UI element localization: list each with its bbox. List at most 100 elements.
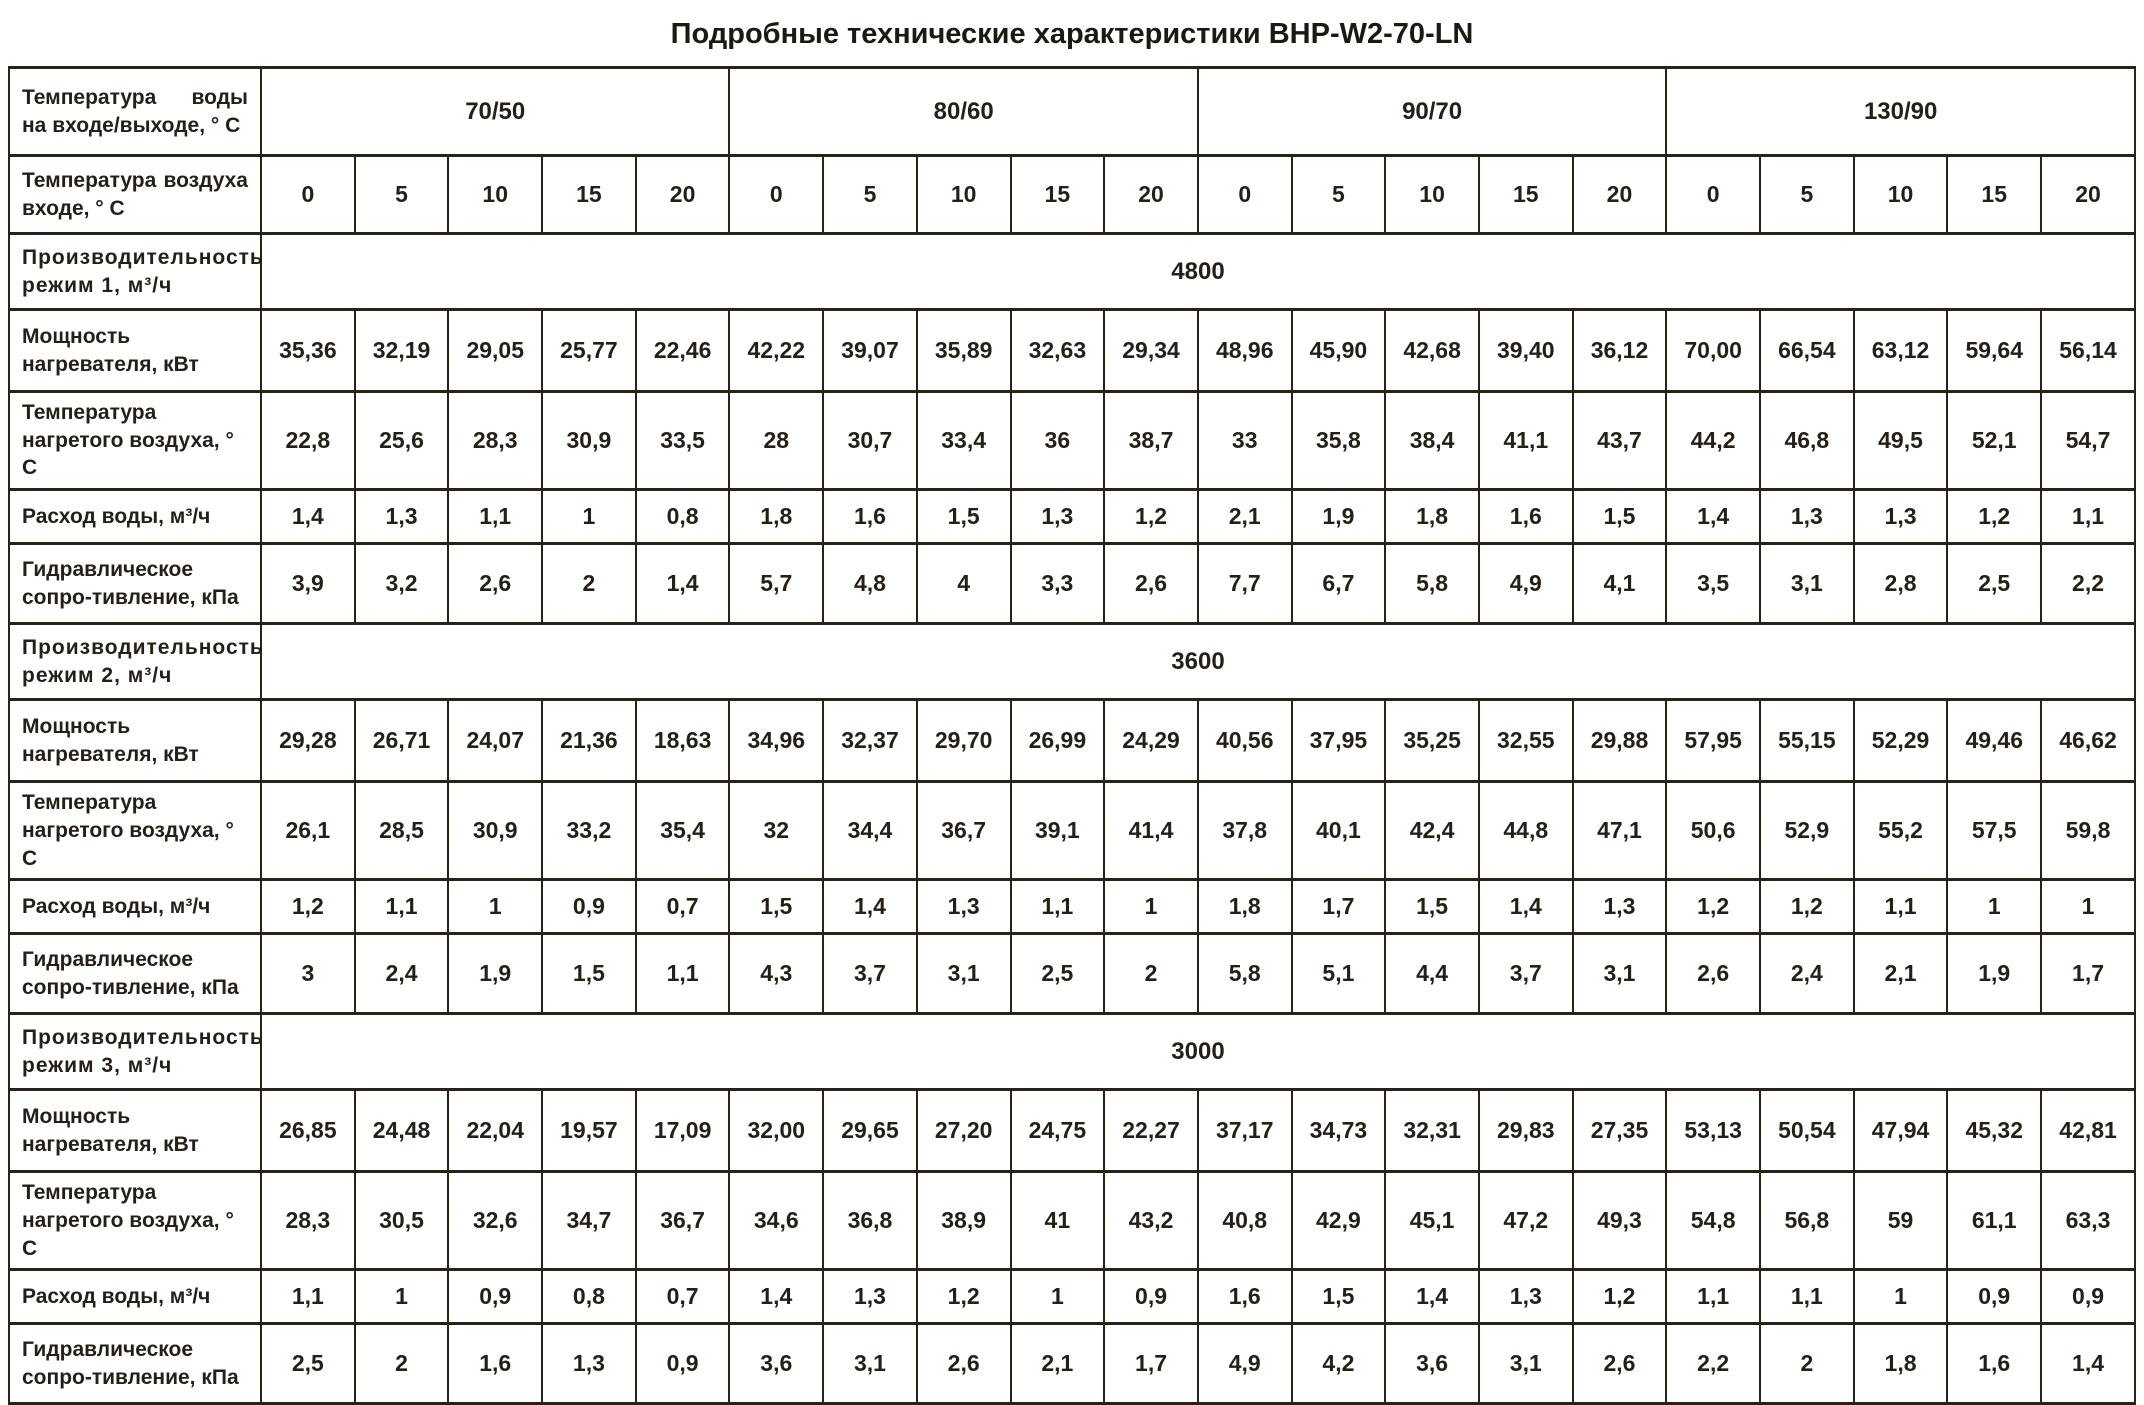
water-temp-group: 70/50 <box>259 66 731 157</box>
hydraulic-resistance-value: 1,6 <box>1946 1322 2043 1405</box>
heated-air-temp-value: 47,2 <box>1477 1170 1574 1272</box>
heated-air-temp-value: 32,6 <box>447 1170 544 1272</box>
heated-air-temp-label: Температура нагретого воздуха, ° С <box>8 1170 262 1272</box>
water-flow-value: 2,1 <box>1196 488 1293 546</box>
heater-power-value: 46,62 <box>2040 698 2136 784</box>
heater-power-value: 42,81 <box>2040 1088 2136 1174</box>
water-flow-value: 1,6 <box>1477 488 1574 546</box>
heated-air-temp-value: 36,8 <box>822 1170 918 1272</box>
heater-power-value: 29,28 <box>260 698 356 784</box>
water-flow-value: 0,8 <box>634 488 731 546</box>
water-flow-value: 1,3 <box>353 488 450 546</box>
water-flow-value: 1,5 <box>1571 488 1668 546</box>
hydraulic-resistance-value: 2,5 <box>1946 542 2043 626</box>
table-row: Расход воды, м³/ч 1,1 1 0,9 0,8 0,7 1,4 1,3 1,2 1… <box>8 1268 2136 1326</box>
heater-power-value: 42,22 <box>728 308 825 393</box>
heater-power-value: 29,65 <box>822 1088 918 1174</box>
heated-air-temp-value: 37,8 <box>1196 780 1293 882</box>
heater-power-value: 24,48 <box>353 1088 450 1174</box>
hydraulic-resistance-value: 7,7 <box>1196 542 1293 626</box>
heated-air-temp-value: 61,1 <box>1946 1170 2043 1272</box>
water-flow-value: 1,2 <box>1571 1268 1668 1326</box>
hydraulic-resistance-value: 2,6 <box>1571 1322 1668 1405</box>
hydraulic-resistance-value: 2,5 <box>1009 932 1106 1016</box>
heated-air-temp-value: 38,7 <box>1103 389 1199 492</box>
heated-air-temp-value: 46,8 <box>1759 389 1855 492</box>
water-flow-value: 1,4 <box>1384 1268 1480 1326</box>
heater-power-value: 32,55 <box>1477 698 1574 784</box>
heated-air-temp-value: 28 <box>728 389 825 492</box>
air-temp-value: 15 <box>1477 154 1574 235</box>
heater-power-value: 42,68 <box>1384 308 1480 393</box>
heater-power-value: 29,05 <box>447 308 544 393</box>
table-row: Гидравлическое сопро-тивление, кПа 2,5 2 1,… <box>8 1322 2136 1405</box>
heated-air-temp-value: 50,6 <box>1665 780 1761 882</box>
water-flow-value: 1,5 <box>915 488 1012 546</box>
heated-air-temp-value: 56,8 <box>1759 1170 1855 1272</box>
heater-power-value: 29,34 <box>1103 308 1199 393</box>
water-flow-value: 1,4 <box>1665 488 1761 546</box>
heater-power-value: 21,36 <box>541 698 637 784</box>
water-flow-value: 1,3 <box>915 878 1012 936</box>
heated-air-temp-value: 49,5 <box>1852 389 1949 492</box>
water-flow-value: 1 <box>1946 878 2043 936</box>
water-temp-group: 80/60 <box>728 66 1199 157</box>
air-temp-value: 5 <box>822 154 918 235</box>
water-flow-value: 1,3 <box>1009 488 1106 546</box>
heated-air-temp-value: 30,7 <box>822 389 918 492</box>
heater-power-value: 26,71 <box>353 698 450 784</box>
water-flow-value: 0,7 <box>634 878 731 936</box>
air-temp-value: 10 <box>915 154 1012 235</box>
hydraulic-resistance-value: 3,7 <box>1477 932 1574 1016</box>
hydraulic-resistance-value: 2 <box>541 542 637 626</box>
table-row: Мощность нагревателя, кВт 29,28 26,71 24,07… <box>8 698 2136 784</box>
capacity-value: 3000 <box>260 1012 2136 1092</box>
heater-power-value: 40,56 <box>1196 698 1293 784</box>
capacity-mode-label: Производительность режим 1, м³/ч <box>8 232 263 311</box>
heater-power-value: 70,00 <box>1665 308 1761 393</box>
heated-air-temp-value: 38,9 <box>915 1170 1012 1272</box>
heated-air-temp-value: 28,5 <box>353 780 450 882</box>
heated-air-temp-value: 33,2 <box>541 780 637 882</box>
hydraulic-resistance-value: 2,2 <box>1665 1322 1761 1405</box>
water-flow-value: 1,2 <box>1665 878 1761 936</box>
hydraulic-resistance-value: 2 <box>1103 932 1199 1016</box>
water-flow-value: 1,1 <box>1665 1268 1761 1326</box>
water-flow-value: 1,1 <box>2040 488 2136 546</box>
hydraulic-resistance-value: 2,4 <box>1759 932 1855 1016</box>
hydraulic-resistance-value: 3,1 <box>915 932 1012 1016</box>
hydraulic-resistance-value: 4,4 <box>1384 932 1480 1016</box>
heated-air-temp-value: 44,2 <box>1665 389 1761 492</box>
hydraulic-resistance-value: 1,3 <box>541 1322 637 1405</box>
heated-air-temp-value: 57,5 <box>1946 780 2043 882</box>
water-flow-value: 0,9 <box>2040 1268 2136 1326</box>
heated-air-temp-value: 22,8 <box>260 389 356 492</box>
hydraulic-resistance-value: 5,8 <box>1384 542 1480 626</box>
water-temp-group: 130/90 <box>1665 66 2136 157</box>
heated-air-temp-value: 45,1 <box>1384 1170 1480 1272</box>
hydraulic-resistance-value: 1,8 <box>1852 1322 1949 1405</box>
heater-power-label: Мощность нагревателя, кВт <box>8 698 262 784</box>
heater-power-value: 37,95 <box>1290 698 1387 784</box>
hydraulic-resistance-value: 3,1 <box>822 1322 918 1405</box>
air-temp-value: 20 <box>1571 154 1668 235</box>
heater-power-value: 34,96 <box>728 698 825 784</box>
hydraulic-resistance-value: 4,1 <box>1571 542 1668 626</box>
water-flow-value: 1,5 <box>1290 1268 1387 1326</box>
water-flow-value: 0,8 <box>541 1268 637 1326</box>
water-flow-value: 1,4 <box>822 878 918 936</box>
water-flow-value: 1,3 <box>1759 488 1855 546</box>
air-temp-value: 20 <box>1103 154 1199 235</box>
hydraulic-resistance-value: 3 <box>260 932 356 1016</box>
heated-air-temp-value: 55,2 <box>1852 780 1949 882</box>
water-flow-value: 1,4 <box>260 488 356 546</box>
air-temp-value: 5 <box>1759 154 1855 235</box>
heater-power-value: 57,95 <box>1665 698 1761 784</box>
water-flow-value: 0,7 <box>634 1268 731 1326</box>
hydraulic-resistance-value: 5,7 <box>728 542 825 626</box>
heated-air-temp-value: 33,4 <box>915 389 1012 492</box>
hydraulic-resistance-value: 3,5 <box>1665 542 1761 626</box>
water-flow-value: 1,2 <box>1103 488 1199 546</box>
heater-power-value: 45,32 <box>1946 1088 2043 1174</box>
water-flow-value: 1,3 <box>1852 488 1949 546</box>
